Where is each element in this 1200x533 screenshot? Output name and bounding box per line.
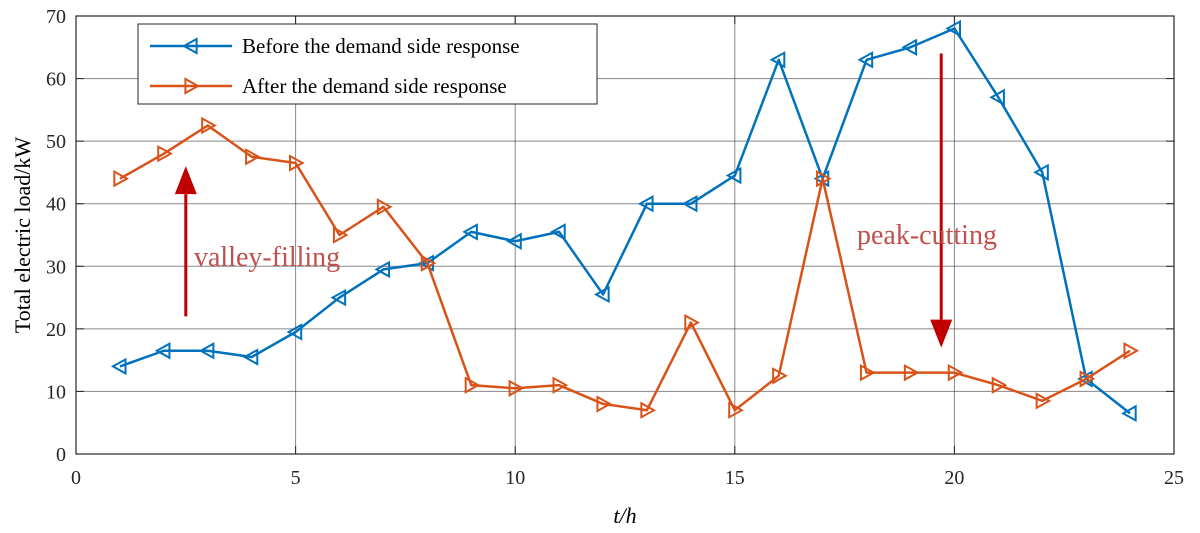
data-point xyxy=(640,401,657,419)
series-line xyxy=(119,124,1131,412)
y-tick-label: 40 xyxy=(46,194,66,216)
annotation-label: peak-cutting xyxy=(857,220,997,251)
x-axis-title: t/h xyxy=(613,503,636,528)
x-tick-label: 15 xyxy=(725,467,745,489)
data-point xyxy=(859,363,876,382)
legend-marker xyxy=(184,77,201,95)
data-point xyxy=(506,232,522,250)
data-point xyxy=(508,379,525,397)
arrow-head xyxy=(930,319,953,348)
data-point xyxy=(596,395,613,413)
axis-ticks: 0 5 10 15 20 25 0 10 20 30 40 50 60 70 xyxy=(46,6,1184,489)
data-point xyxy=(157,144,173,163)
arrow-head xyxy=(174,166,197,195)
data-point xyxy=(330,288,347,307)
plot-frame xyxy=(75,15,1175,455)
data-point xyxy=(374,260,391,279)
data-point xyxy=(154,342,171,360)
data-point xyxy=(1033,163,1049,182)
data-point xyxy=(945,19,961,38)
data-point xyxy=(464,376,481,394)
data-point xyxy=(113,169,129,188)
x-tick-label: 25 xyxy=(1164,467,1184,489)
data-point xyxy=(201,116,217,135)
data-point xyxy=(725,166,742,185)
data-point xyxy=(728,401,744,419)
y-tick-label: 0 xyxy=(56,444,66,466)
data-point xyxy=(376,198,393,216)
y-axis-title: Total electric load/kW xyxy=(10,137,35,334)
data-point xyxy=(286,323,303,341)
x-tick-label: 0 xyxy=(71,467,81,489)
legend-marker xyxy=(181,37,198,55)
y-tick-label: 10 xyxy=(46,381,66,403)
data-point xyxy=(681,195,698,213)
data-point xyxy=(245,148,261,166)
legend-box xyxy=(137,23,598,105)
y-tick-label: 30 xyxy=(46,256,66,278)
data-point xyxy=(1035,392,1052,410)
data-point xyxy=(989,88,1005,107)
data-point xyxy=(110,357,127,376)
data-point xyxy=(593,285,610,304)
data-point xyxy=(857,51,874,69)
data-point xyxy=(947,363,964,382)
x-tick-label: 5 xyxy=(291,467,301,489)
x-tick-label: 10 xyxy=(505,467,525,489)
grid-lines xyxy=(76,16,1174,454)
y-tick-label: 60 xyxy=(46,69,66,91)
data-point xyxy=(1079,370,1096,388)
data-point xyxy=(901,38,918,56)
annotation-label: valley-filling xyxy=(194,242,340,273)
series-2 xyxy=(113,116,1140,419)
data-point xyxy=(637,195,654,213)
data-point xyxy=(684,313,700,332)
data-point xyxy=(991,376,1008,394)
legend-label: Before the demand side response xyxy=(242,34,520,58)
data-point xyxy=(420,254,437,272)
annotations-layer: valley-filling peak-cutting xyxy=(174,53,997,348)
y-tick-label: 20 xyxy=(46,319,66,341)
data-point xyxy=(772,367,788,385)
data-point xyxy=(552,376,569,394)
data-point xyxy=(769,51,786,69)
data-point xyxy=(903,363,920,382)
data-point xyxy=(289,154,305,172)
legend: Before the demand side response After the… xyxy=(137,23,598,105)
series-line xyxy=(119,27,1131,415)
data-point xyxy=(242,348,259,366)
x-tick-label: 20 xyxy=(944,467,964,489)
data-point xyxy=(1121,404,1137,423)
data-point xyxy=(198,342,215,360)
data-point xyxy=(550,223,566,241)
y-tick-label: 50 xyxy=(46,131,66,153)
series-layer xyxy=(110,19,1140,423)
y-tick-label: 70 xyxy=(46,6,66,28)
data-point xyxy=(1123,342,1140,360)
data-point xyxy=(332,226,349,244)
data-point xyxy=(462,223,478,241)
legend-label: After the demand side response xyxy=(242,74,507,98)
data-point xyxy=(816,169,832,188)
